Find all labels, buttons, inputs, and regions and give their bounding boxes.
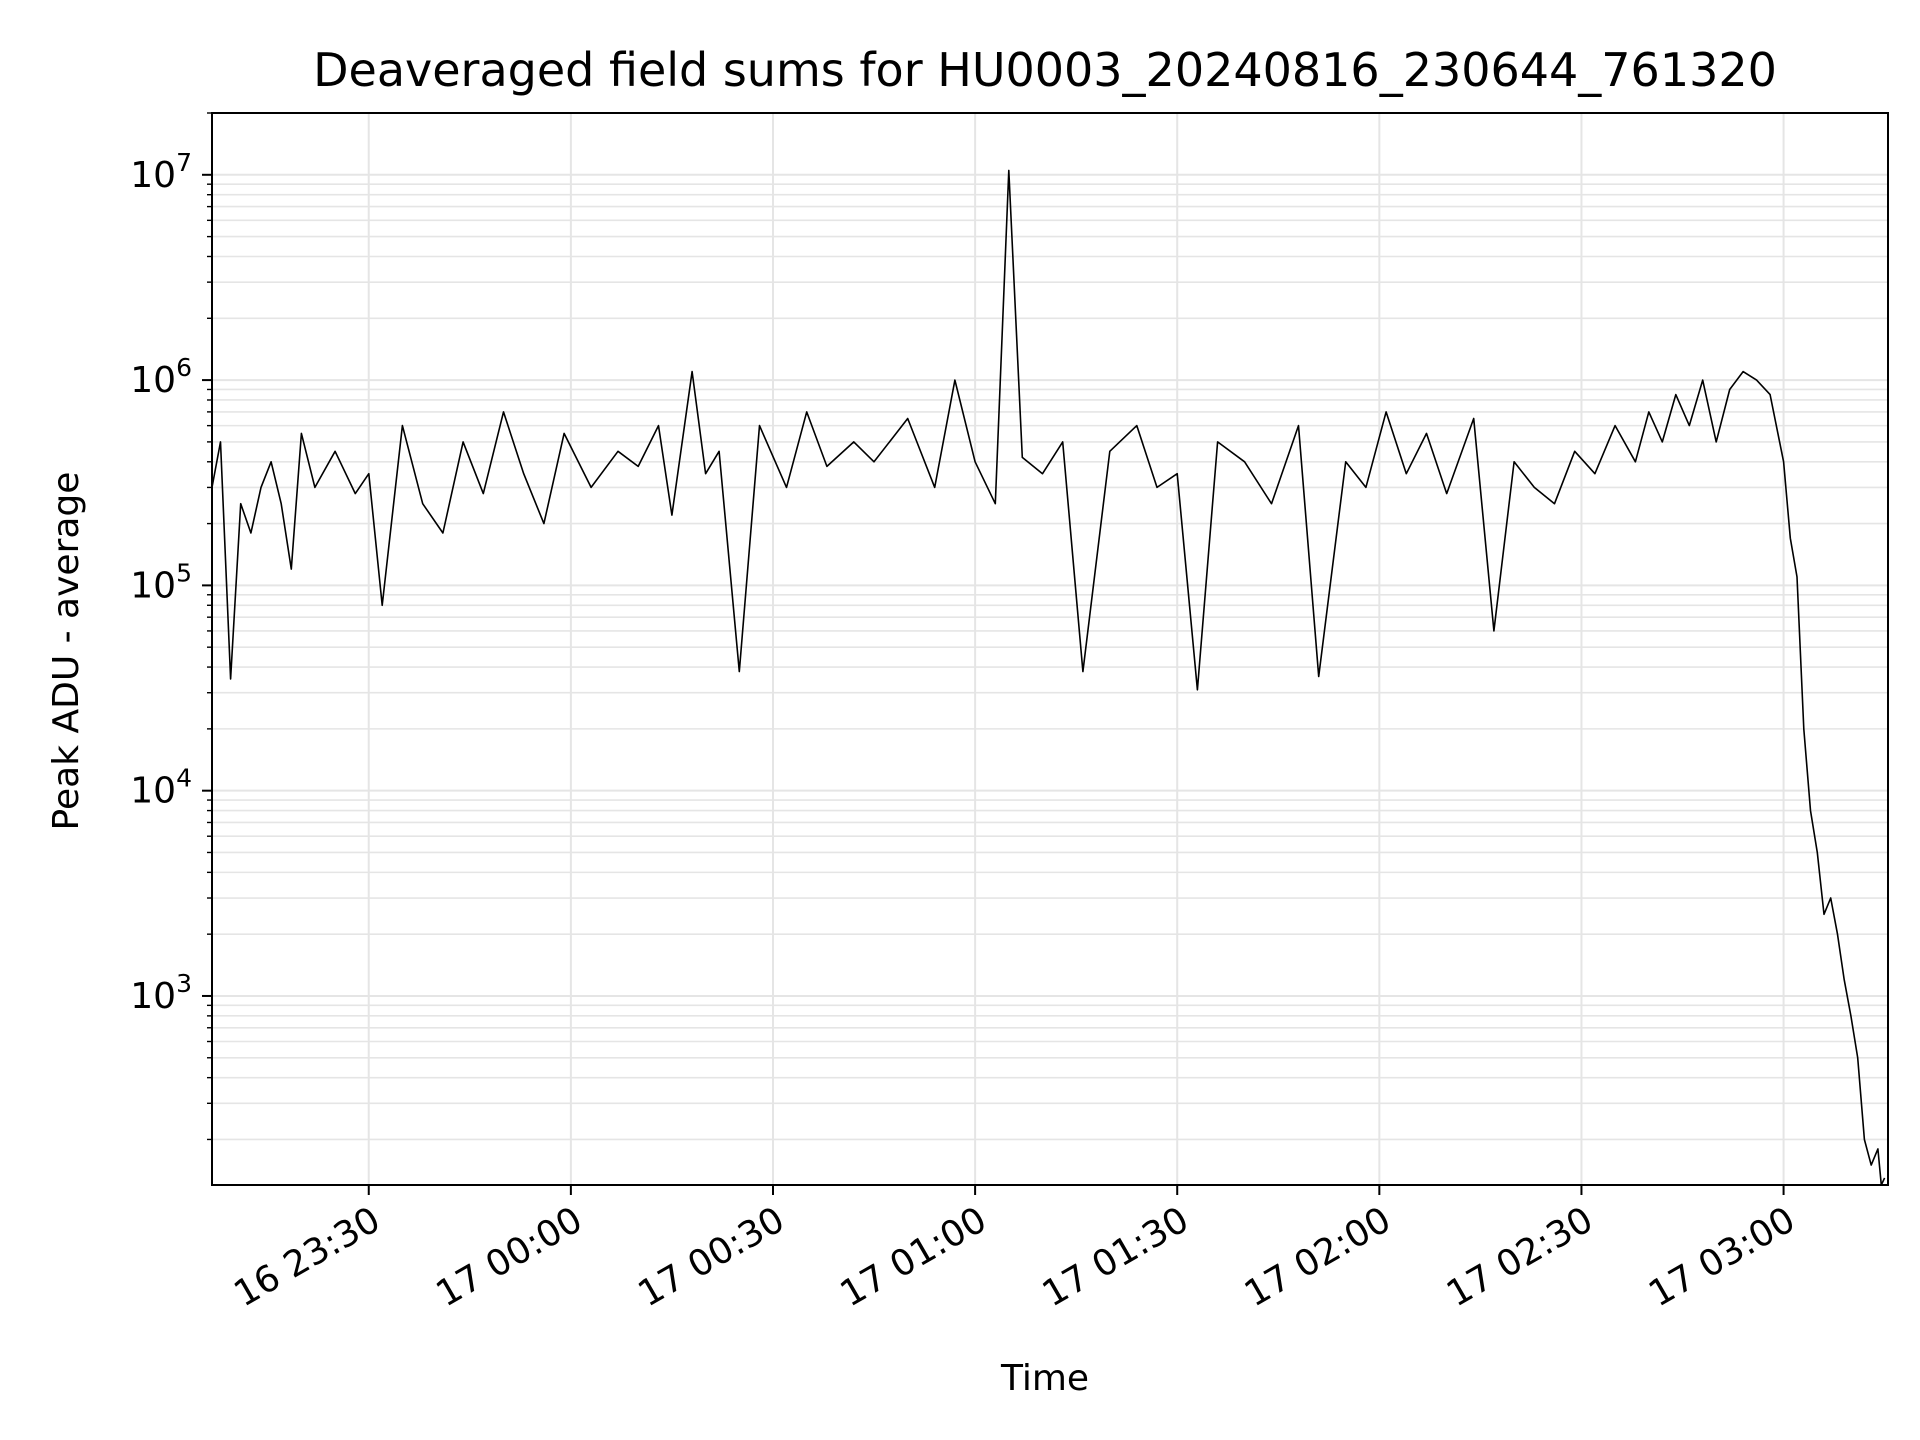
- plot-frame: [211, 112, 1889, 1186]
- series-line: [211, 169, 1886, 1186]
- y-tick-base: 10: [130, 360, 176, 401]
- x-tick-label: 17 00:30: [632, 1199, 792, 1315]
- y-tick-base: 10: [130, 771, 176, 812]
- y-tick-label: 106: [130, 353, 192, 401]
- y-tick-label: 103: [130, 969, 192, 1017]
- y-tick-label: 105: [130, 558, 192, 606]
- x-tick-label: 17 01:30: [1036, 1199, 1196, 1315]
- x-tick-label: 17 00:00: [429, 1199, 589, 1315]
- x-tick-label: 17 02:00: [1238, 1199, 1398, 1315]
- x-tick-label: 16 23:30: [227, 1199, 387, 1315]
- x-tick-label: 17 02:30: [1440, 1199, 1600, 1315]
- y-tick-exponent: 3: [176, 969, 192, 998]
- x-axis-label: Time: [1000, 1358, 1089, 1399]
- y-tick-exponent: 5: [176, 558, 192, 587]
- x-tick-label: 17 01:00: [834, 1199, 994, 1315]
- series-line-0: [211, 169, 1886, 1186]
- chart-title: Deaveraged field sums for HU0003_2024081…: [313, 43, 1777, 97]
- x-tick-label: 17 03:00: [1642, 1199, 1802, 1315]
- y-tick-base: 10: [130, 155, 176, 196]
- y-tick-base: 10: [130, 565, 176, 606]
- y-axis-label: Peak ADU - average: [46, 472, 87, 831]
- y-tick-exponent: 6: [176, 353, 192, 382]
- y-tick-exponent: 7: [176, 148, 192, 177]
- y-tick-base: 10: [130, 976, 176, 1017]
- grid-lines: [212, 112, 1888, 1185]
- y-tick-label: 107: [130, 148, 192, 196]
- y-tick-exponent: 4: [176, 764, 192, 793]
- y-tick-label: 104: [130, 764, 192, 812]
- x-axis-ticks: 16 23:30 17 00:00 17 00:30 17 01:00 17 01:30…: [227, 1185, 1802, 1315]
